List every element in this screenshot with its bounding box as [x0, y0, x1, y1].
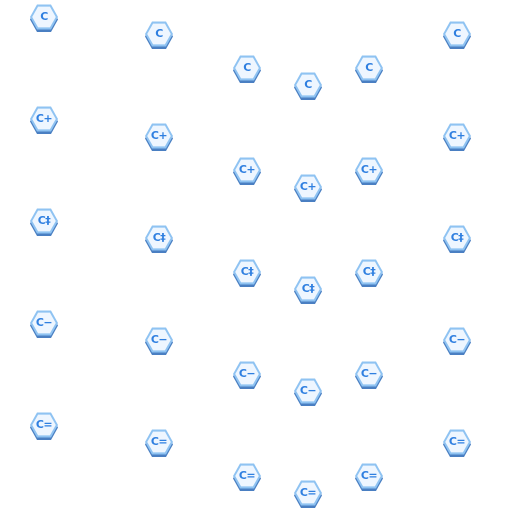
- hexagon-tile-icon[interactable]: C=: [143, 427, 175, 459]
- hexagon-shape: [145, 429, 173, 457]
- hexagon-shape: [294, 276, 322, 304]
- hexagon-face: [357, 261, 381, 283]
- hexagon-shape: [145, 225, 173, 253]
- hexagon-shape: [145, 327, 173, 355]
- hexagon-shape: [294, 378, 322, 406]
- hexagon-face: [147, 431, 171, 453]
- hexagon-face: [445, 431, 469, 453]
- hexagon-tile-icon[interactable]: C‡: [231, 257, 263, 289]
- hexagon-face: [445, 23, 469, 45]
- hexagon-tile-icon[interactable]: C‡: [441, 223, 473, 255]
- hexagon-shape: [443, 123, 471, 151]
- hexagon-shape: [443, 225, 471, 253]
- hexagon-face: [235, 465, 259, 487]
- hexagon-face: [357, 57, 381, 79]
- hexagon-tile-icon[interactable]: C−: [231, 359, 263, 391]
- hexagon-shape: [355, 259, 383, 287]
- hexagon-shape: [294, 480, 322, 508]
- hexagon-tile-icon[interactable]: C+: [143, 121, 175, 153]
- hexagon-tile-icon[interactable]: C=: [28, 410, 60, 442]
- hexagon-face: [357, 363, 381, 385]
- hexagon-shape: [355, 55, 383, 83]
- hexagon-tile-icon[interactable]: C+: [231, 155, 263, 187]
- hexagon-face: [32, 312, 56, 334]
- hexagon-tile-icon[interactable]: C‡: [353, 257, 385, 289]
- hexagon-tile-icon[interactable]: C−: [441, 325, 473, 357]
- hexagon-tile-icon[interactable]: C=: [441, 427, 473, 459]
- hexagon-face: [235, 261, 259, 283]
- hexagon-shape: [30, 208, 58, 236]
- hexagon-tile-icon[interactable]: C=: [353, 461, 385, 493]
- hexagon-tile-icon[interactable]: C: [353, 53, 385, 85]
- hexagon-tile-icon[interactable]: C−: [28, 308, 60, 340]
- hexagon-face: [445, 125, 469, 147]
- hexagon-shape: [30, 106, 58, 134]
- hexagon-face: [147, 125, 171, 147]
- hexagon-tile-icon[interactable]: C: [441, 19, 473, 51]
- hexagon-shape: [145, 123, 173, 151]
- hexagon-face: [235, 57, 259, 79]
- hexagon-face: [235, 363, 259, 385]
- hexagon-face: [357, 159, 381, 181]
- hexagon-tile-icon[interactable]: C: [292, 70, 324, 102]
- hexagon-tile-icon[interactable]: C+: [353, 155, 385, 187]
- hexagon-face: [147, 227, 171, 249]
- hexagon-face: [32, 108, 56, 130]
- hexagon-shape: [145, 21, 173, 49]
- hexagon-shape: [30, 310, 58, 338]
- hexagon-tile-icon[interactable]: C‡: [292, 274, 324, 306]
- hexagon-face: [32, 414, 56, 436]
- hexagon-tile-icon[interactable]: C‡: [143, 223, 175, 255]
- hexagon-face: [445, 227, 469, 249]
- hexagon-tile-icon[interactable]: C: [28, 2, 60, 34]
- hexagon-tile-icon[interactable]: C−: [143, 325, 175, 357]
- hexagon-face: [147, 329, 171, 351]
- hexagon-shape: [443, 21, 471, 49]
- hexagon-shape: [233, 463, 261, 491]
- hexagon-shape: [233, 259, 261, 287]
- hexagon-tile-icon[interactable]: C+: [292, 172, 324, 204]
- hexagon-shape: [30, 412, 58, 440]
- hexagon-tile-icon[interactable]: C−: [353, 359, 385, 391]
- hexagon-face: [296, 482, 320, 504]
- hexagon-shape: [294, 174, 322, 202]
- hexagon-shape: [443, 327, 471, 355]
- hexagon-shape: [233, 361, 261, 389]
- hexagon-tile-icon[interactable]: C=: [231, 461, 263, 493]
- hexagon-shape: [294, 72, 322, 100]
- hexagon-tile-icon[interactable]: C−: [292, 376, 324, 408]
- hexagon-face: [32, 210, 56, 232]
- hexagon-face: [296, 380, 320, 402]
- hexagon-shape: [233, 157, 261, 185]
- hexagon-face: [147, 23, 171, 45]
- hexagon-tile-icon[interactable]: C+: [441, 121, 473, 153]
- hexagon-tile-icon[interactable]: C=: [292, 478, 324, 510]
- hexagon-shape: [355, 157, 383, 185]
- hexagon-tile-icon[interactable]: C: [231, 53, 263, 85]
- hexagon-tile-icon[interactable]: C+: [28, 104, 60, 136]
- hexagon-face: [296, 278, 320, 300]
- hexagon-tile-icon[interactable]: C: [143, 19, 175, 51]
- hexagon-shape: [355, 361, 383, 389]
- hexagon-face: [357, 465, 381, 487]
- hexagon-face: [235, 159, 259, 181]
- hexagon-shape: [355, 463, 383, 491]
- hexagon-face: [296, 176, 320, 198]
- hexagon-shape: [443, 429, 471, 457]
- hexagon-face: [445, 329, 469, 351]
- hexagon-face: [296, 74, 320, 96]
- hexagon-shape: [233, 55, 261, 83]
- hexagon-face: [32, 6, 56, 28]
- hexagon-tile-icon[interactable]: C‡: [28, 206, 60, 238]
- hexagon-shape: [30, 4, 58, 32]
